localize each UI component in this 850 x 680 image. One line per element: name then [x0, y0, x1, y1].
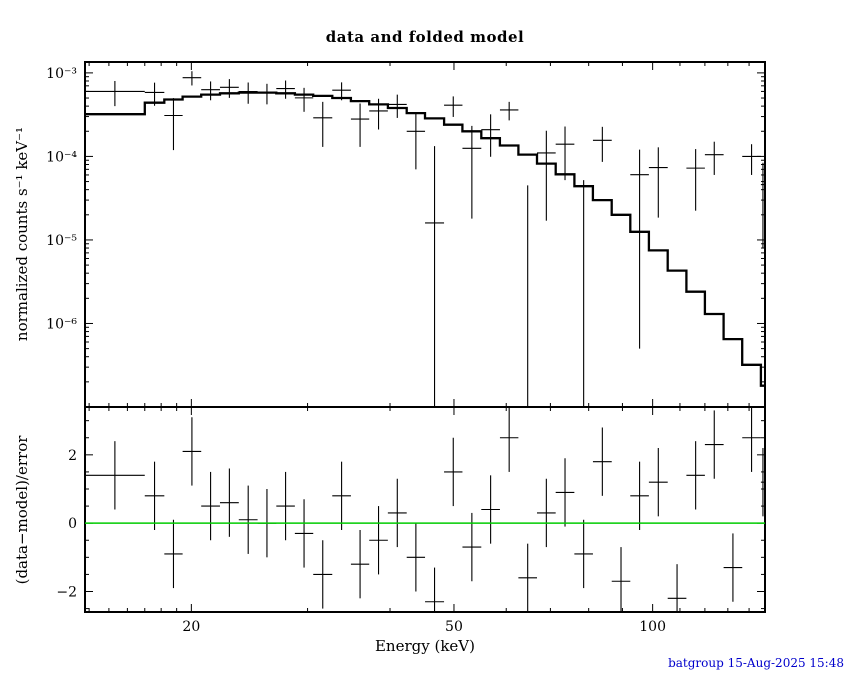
tick-label: 10⁻⁵ [46, 233, 77, 249]
y-axis-label-residuals: (data−model)/error [13, 435, 31, 585]
tick-label: −2 [56, 585, 77, 601]
tick-label: 2 [68, 448, 77, 464]
tick-label: 0 [68, 516, 77, 532]
residual-data-points [85, 407, 765, 612]
spectrum-data-points [85, 71, 765, 407]
plot-title: data and folded model [325, 28, 525, 46]
tick-labels: 20 50 100 10⁻³ 10⁻⁴ 10⁻⁵ 10⁻⁶ −2 0 2 [46, 66, 666, 635]
axes-frame [84, 61, 766, 613]
y-axis-label-spectrum: normalized counts s⁻¹ keV⁻¹ [13, 126, 31, 342]
tick-label: 10⁻⁴ [46, 149, 77, 165]
tick-label: 50 [445, 619, 463, 635]
folded-model-step [85, 91, 765, 387]
x-axis-label: Energy (keV) [374, 637, 475, 655]
tick-label: 10⁻³ [46, 66, 77, 82]
ticks [85, 62, 765, 612]
tick-label: 10⁻⁶ [46, 316, 77, 332]
timestamp: batgroup 15-Aug-2025 15:48 [668, 656, 844, 670]
tick-label: 20 [182, 619, 200, 635]
tick-label: 100 [639, 619, 666, 635]
